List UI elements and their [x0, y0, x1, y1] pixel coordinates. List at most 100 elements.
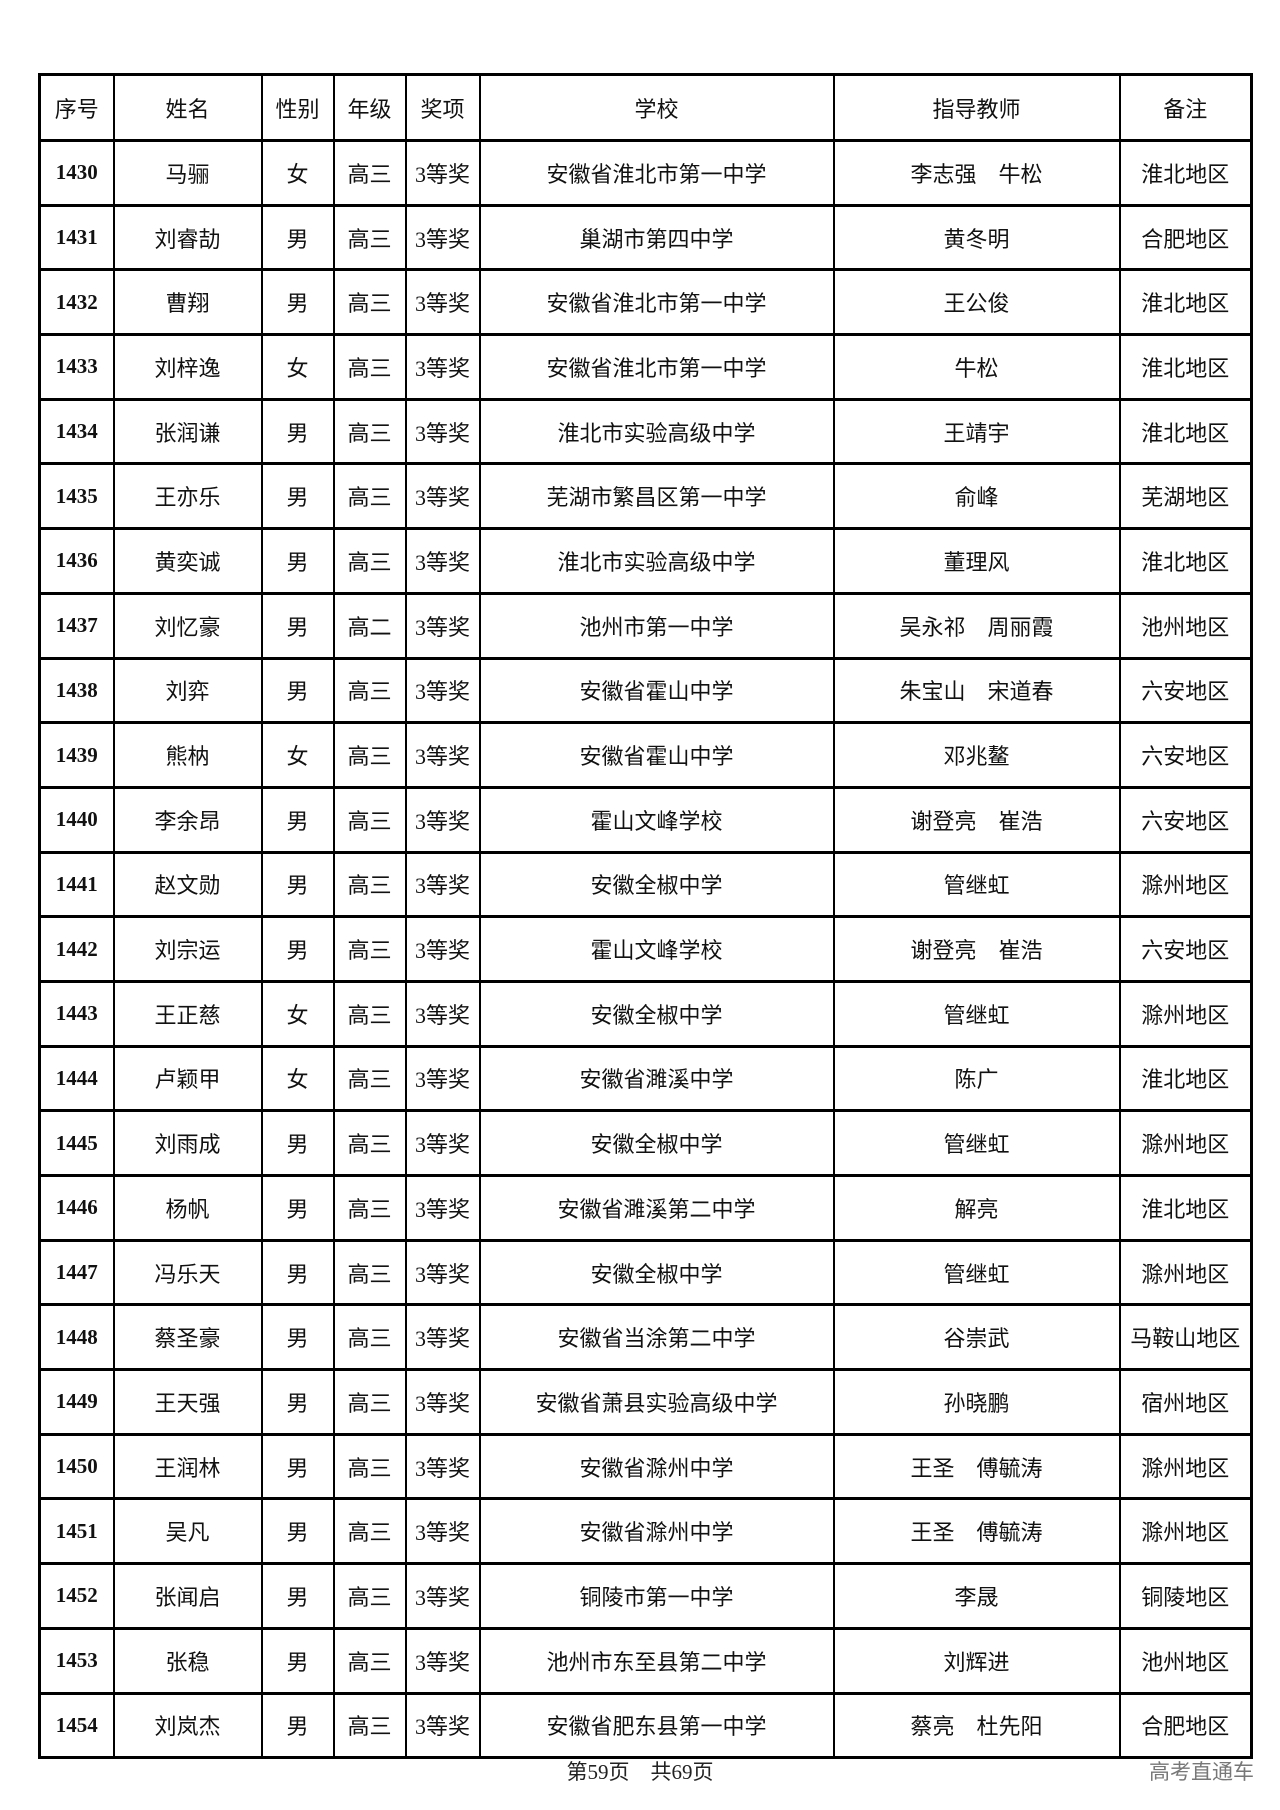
cell-teacher: 陈广: [832, 1045, 1121, 1112]
cell-school: 池州市第一中学: [478, 592, 835, 659]
cell-award: 3等奖: [404, 980, 481, 1048]
cell-award: 3等奖: [404, 204, 481, 271]
cell-grade: 高三: [332, 786, 407, 854]
table-row: 1442 刘宗运男高三 3等奖 霍山文峰学校 谢登亮 崔浩 六安地区: [38, 915, 1253, 983]
cell-school: 安徽全椒中学: [478, 851, 835, 918]
header-teacher: 指导教师: [832, 73, 1121, 142]
cell-name: 黄奕诚: [112, 527, 263, 595]
table-row: 1448 蔡圣豪男高三 3等奖 安徽省当涂第二中学 谷崇武 马鞍山地区: [38, 1303, 1253, 1371]
header-gender: 性别: [260, 73, 335, 142]
table-row: 1440 李余昂男高三 3等奖 霍山文峰学校 谢登亮 崔浩 六安地区: [38, 786, 1253, 854]
cell-teacher: 朱宝山 宋道春: [832, 657, 1121, 724]
cell-name: 王天强: [112, 1368, 263, 1436]
cell-school: 安徽省当涂第二中学: [478, 1303, 835, 1371]
cell-gender: 女: [260, 980, 335, 1048]
cell-award: 3等奖: [404, 1562, 481, 1630]
cell-school: 淮北市实验高级中学: [478, 527, 835, 595]
cell-remark: 合肥地区: [1118, 204, 1253, 271]
cell-remark: 池州地区: [1118, 1627, 1253, 1694]
cell-index: 1432: [38, 268, 115, 336]
cell-name: 张闻启: [112, 1562, 263, 1630]
cell-name: 刘岚杰: [112, 1692, 263, 1759]
cell-index: 1448: [38, 1303, 115, 1371]
cell-gender: 男: [260, 398, 335, 465]
cell-award: 3等奖: [404, 1692, 481, 1759]
page-number: 第59页 共69页: [566, 1760, 714, 1784]
header-school: 学校: [478, 73, 835, 142]
cell-index: 1433: [38, 333, 115, 401]
cell-gender: 女: [260, 721, 335, 789]
cell-school: 霍山文峰学校: [478, 786, 835, 854]
cell-remark: 淮北地区: [1118, 1045, 1253, 1112]
cell-school: 芜湖市繁昌区第一中学: [478, 462, 835, 530]
cell-teacher: 王圣 傅毓涛: [832, 1433, 1121, 1500]
table-row: 1435 王亦乐男高三 3等奖 芜湖市繁昌区第一中学 俞峰 芜湖地区: [38, 462, 1253, 530]
cell-teacher: 孙晓鹏: [832, 1368, 1121, 1436]
cell-school: 安徽省淮北市第一中学: [478, 139, 835, 207]
cell-index: 1435: [38, 462, 115, 530]
cell-grade: 高三: [332, 1239, 407, 1306]
cell-award: 3等奖: [404, 592, 481, 659]
cell-remark: 六安地区: [1118, 786, 1253, 854]
cell-school: 铜陵市第一中学: [478, 1562, 835, 1630]
cell-award: 3等奖: [404, 1433, 481, 1500]
cell-school: 安徽省淮北市第一中学: [478, 268, 835, 336]
table-row: 1431 刘睿劼男高三 3等奖 巢湖市第四中学 黄冬明 合肥地区: [38, 204, 1253, 271]
cell-school: 安徽省淮北市第一中学: [478, 333, 835, 401]
cell-remark: 滁州地区: [1118, 980, 1253, 1048]
cell-index: 1442: [38, 915, 115, 983]
cell-grade: 高三: [332, 1045, 407, 1112]
cell-school: 淮北市实验高级中学: [478, 398, 835, 465]
cell-grade: 高三: [332, 462, 407, 530]
cell-teacher: 李志强 牛松: [832, 139, 1121, 207]
cell-name: 冯乐天: [112, 1239, 263, 1306]
cell-index: 1431: [38, 204, 115, 271]
cell-remark: 淮北地区: [1118, 139, 1253, 207]
cell-teacher: 管继虹: [832, 1109, 1121, 1177]
cell-teacher: 蔡亮 杜先阳: [832, 1692, 1121, 1759]
cell-teacher: 管继虹: [832, 980, 1121, 1048]
cell-school: 安徽省濉溪第二中学: [478, 1174, 835, 1242]
cell-gender: 男: [260, 1368, 335, 1436]
cell-teacher: 王圣 傅毓涛: [832, 1497, 1121, 1565]
cell-index: 1452: [38, 1562, 115, 1630]
cell-name: 刘弈: [112, 657, 263, 724]
table-row: 1452 张闻启男高三 3等奖 铜陵市第一中学 李晟 铜陵地区: [38, 1562, 1253, 1630]
cell-name: 熊枘: [112, 721, 263, 789]
cell-gender: 男: [260, 1497, 335, 1565]
cell-grade: 高三: [332, 139, 407, 207]
cell-index: 1439: [38, 721, 115, 789]
cell-grade: 高二: [332, 592, 407, 659]
cell-teacher: 谢登亮 崔浩: [832, 786, 1121, 854]
cell-award: 3等奖: [404, 721, 481, 789]
header-name: 姓名: [112, 73, 263, 142]
cell-remark: 六安地区: [1118, 915, 1253, 983]
cell-award: 3等奖: [404, 657, 481, 724]
cell-remark: 淮北地区: [1118, 527, 1253, 595]
cell-index: 1436: [38, 527, 115, 595]
cell-name: 王正慈: [112, 980, 263, 1048]
cell-award: 3等奖: [404, 1627, 481, 1694]
cell-remark: 滁州地区: [1118, 1497, 1253, 1565]
awards-table: 序号 姓名 性别 年级 奖项 学校 指导教师 备注 1430 马骊女高三 3等奖 安徽…: [38, 73, 1253, 1760]
cell-gender: 男: [260, 851, 335, 918]
cell-teacher: 解亮: [832, 1174, 1121, 1242]
cell-grade: 高三: [332, 1109, 407, 1177]
cell-school: 安徽全椒中学: [478, 1239, 835, 1306]
cell-gender: 男: [260, 786, 335, 854]
cell-award: 3等奖: [404, 139, 481, 207]
cell-name: 李余昂: [112, 786, 263, 854]
cell-gender: 男: [260, 1627, 335, 1694]
cell-teacher: 谷崇武: [832, 1303, 1121, 1371]
cell-teacher: 王公俊: [832, 268, 1121, 336]
cell-award: 3等奖: [404, 786, 481, 854]
cell-name: 赵文勋: [112, 851, 263, 918]
table-header-row: 序号 姓名 性别 年级 奖项 学校 指导教师 备注: [38, 73, 1253, 142]
table-row: 1433 刘梓逸女高三 3等奖 安徽省淮北市第一中学 牛松 淮北地区: [38, 333, 1253, 401]
cell-grade: 高三: [332, 1368, 407, 1436]
table-row: 1454 刘岚杰男高三 3等奖 安徽省肥东县第一中学 蔡亮 杜先阳 合肥地区: [38, 1692, 1253, 1759]
cell-school: 安徽省滁州中学: [478, 1433, 835, 1500]
cell-award: 3等奖: [404, 462, 481, 530]
cell-name: 张润谦: [112, 398, 263, 465]
cell-grade: 高三: [332, 1562, 407, 1630]
